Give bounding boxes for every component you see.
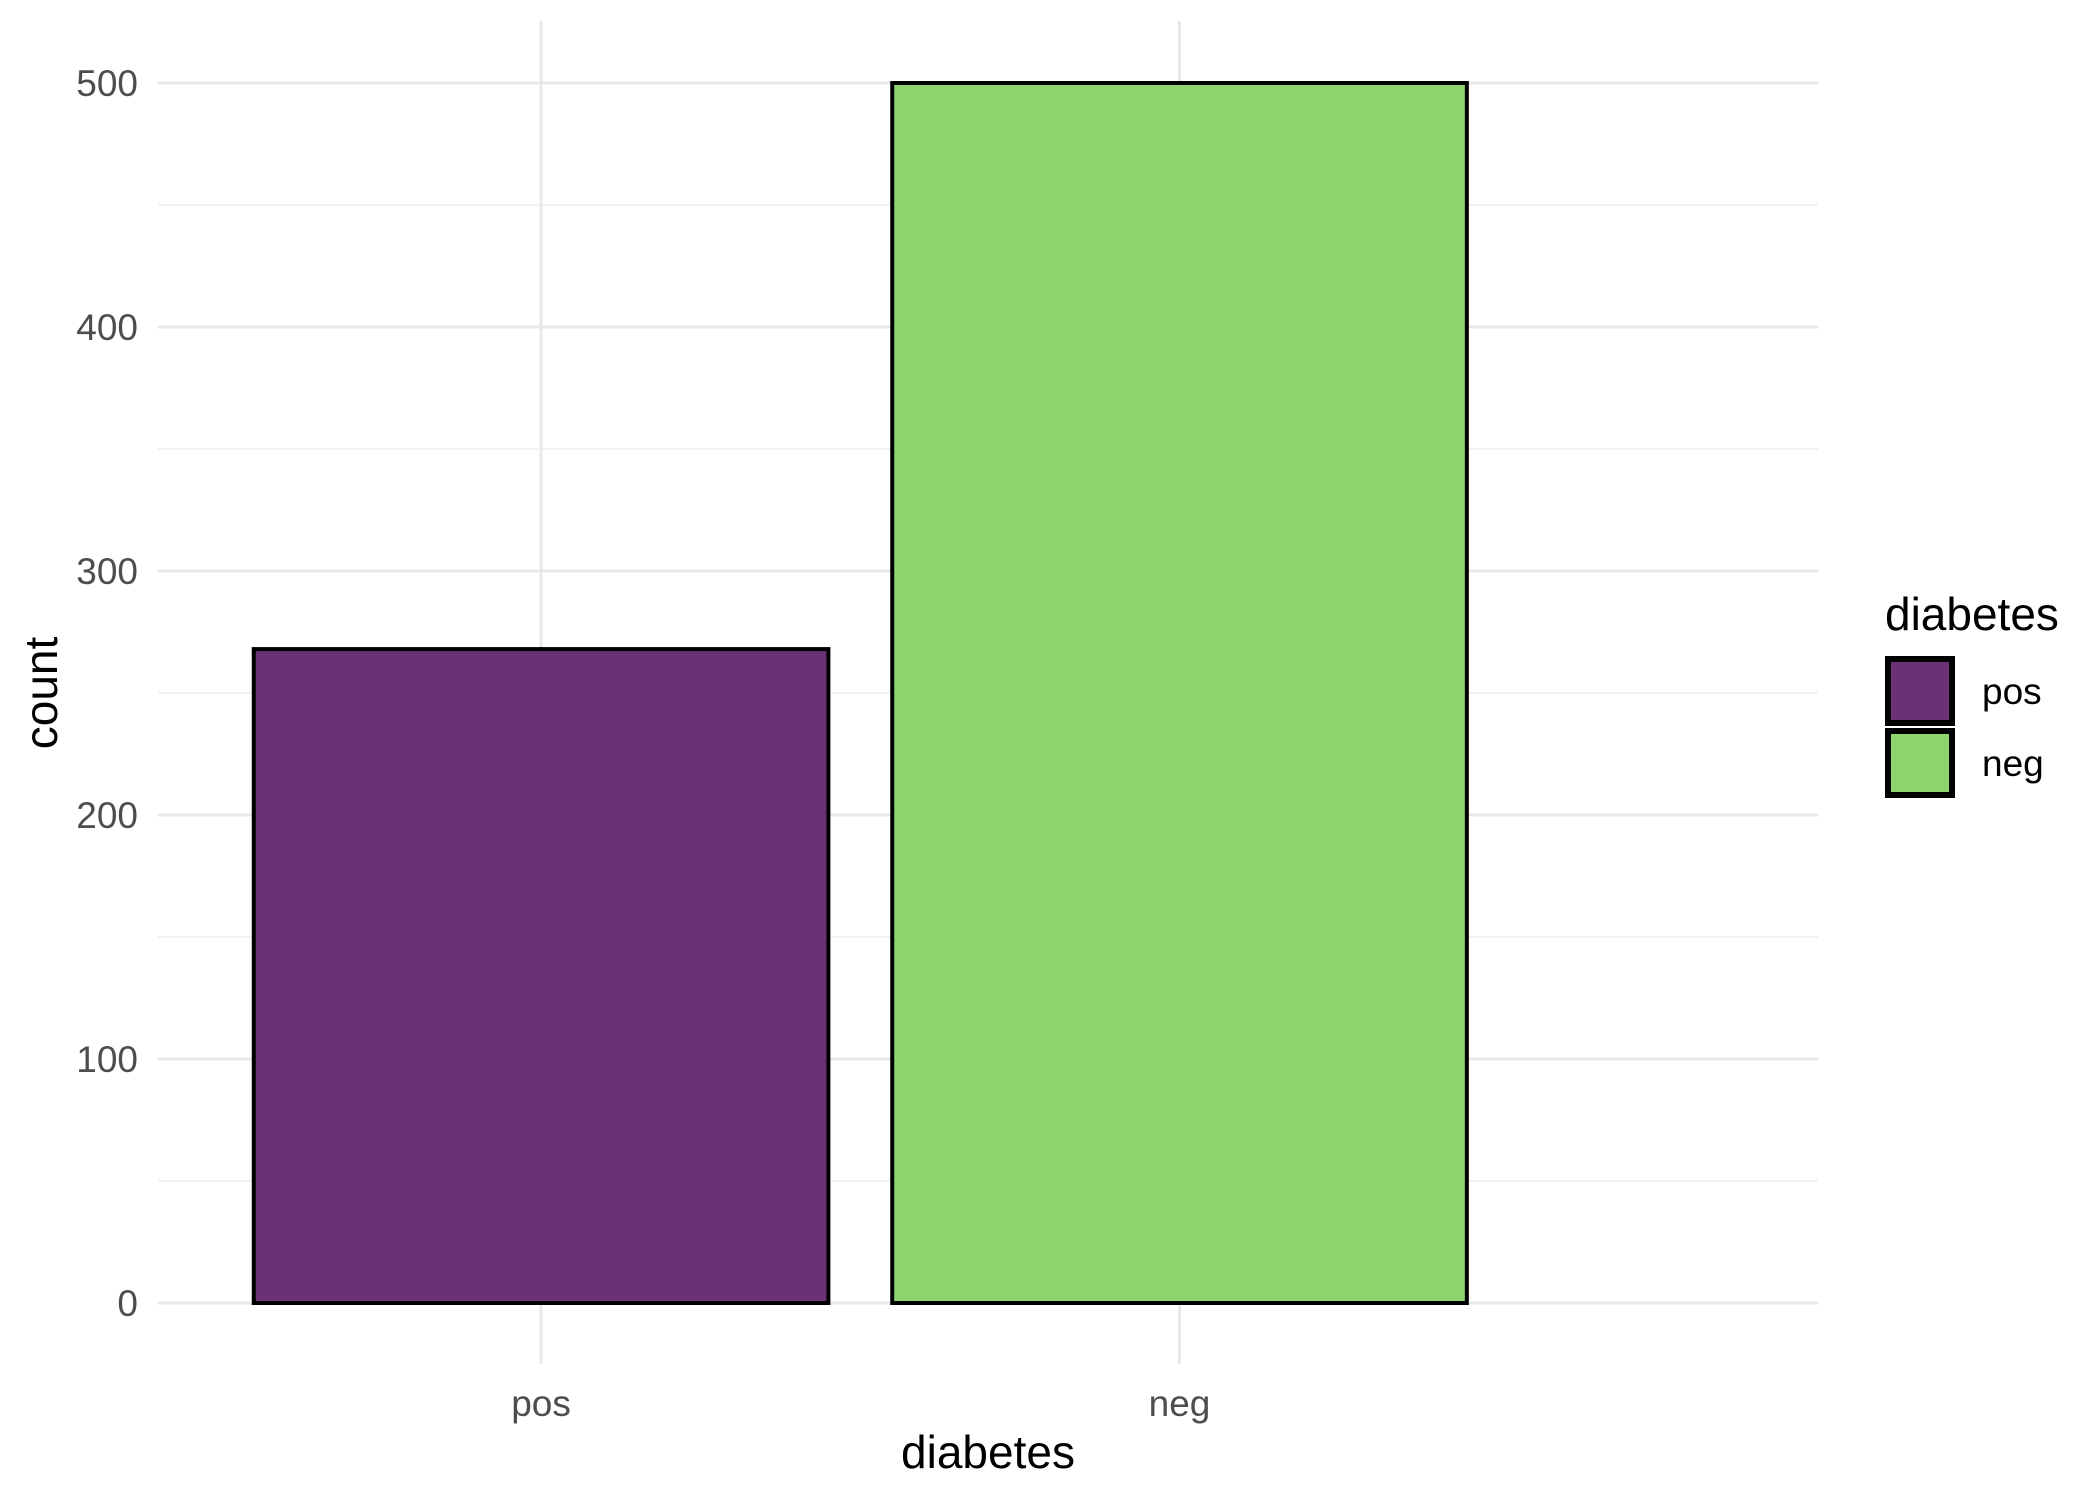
legend: diabetes pos neg: [1885, 588, 2059, 798]
x-tick-label-pos: pos: [511, 1383, 571, 1424]
y-axis-title: count: [15, 637, 67, 750]
bar-neg: [890, 81, 1469, 1305]
x-tick-label-neg: neg: [1149, 1383, 1211, 1424]
legend-label-neg: neg: [1982, 743, 2044, 784]
y-tick-label-0: 0: [117, 1283, 138, 1324]
y-axis-tick-labels: 0 100 200 300 400 500: [76, 63, 138, 1324]
bars-group: [251, 81, 1469, 1305]
y-tick-label-300: 300: [76, 551, 138, 592]
y-tick-label-400: 400: [76, 307, 138, 348]
legend-title: diabetes: [1885, 588, 2059, 640]
legend-key-neg: [1885, 728, 1955, 798]
y-tick-label-500: 500: [76, 63, 138, 104]
legend-label-pos: pos: [1982, 671, 2042, 712]
y-tick-label-200: 200: [76, 795, 138, 836]
bar-pos: [251, 647, 831, 1305]
x-axis-title: diabetes: [901, 1426, 1075, 1478]
y-tick-label-100: 100: [76, 1039, 138, 1080]
x-axis-tick-labels: pos neg: [511, 1383, 1210, 1424]
legend-key-pos: [1885, 656, 1955, 726]
